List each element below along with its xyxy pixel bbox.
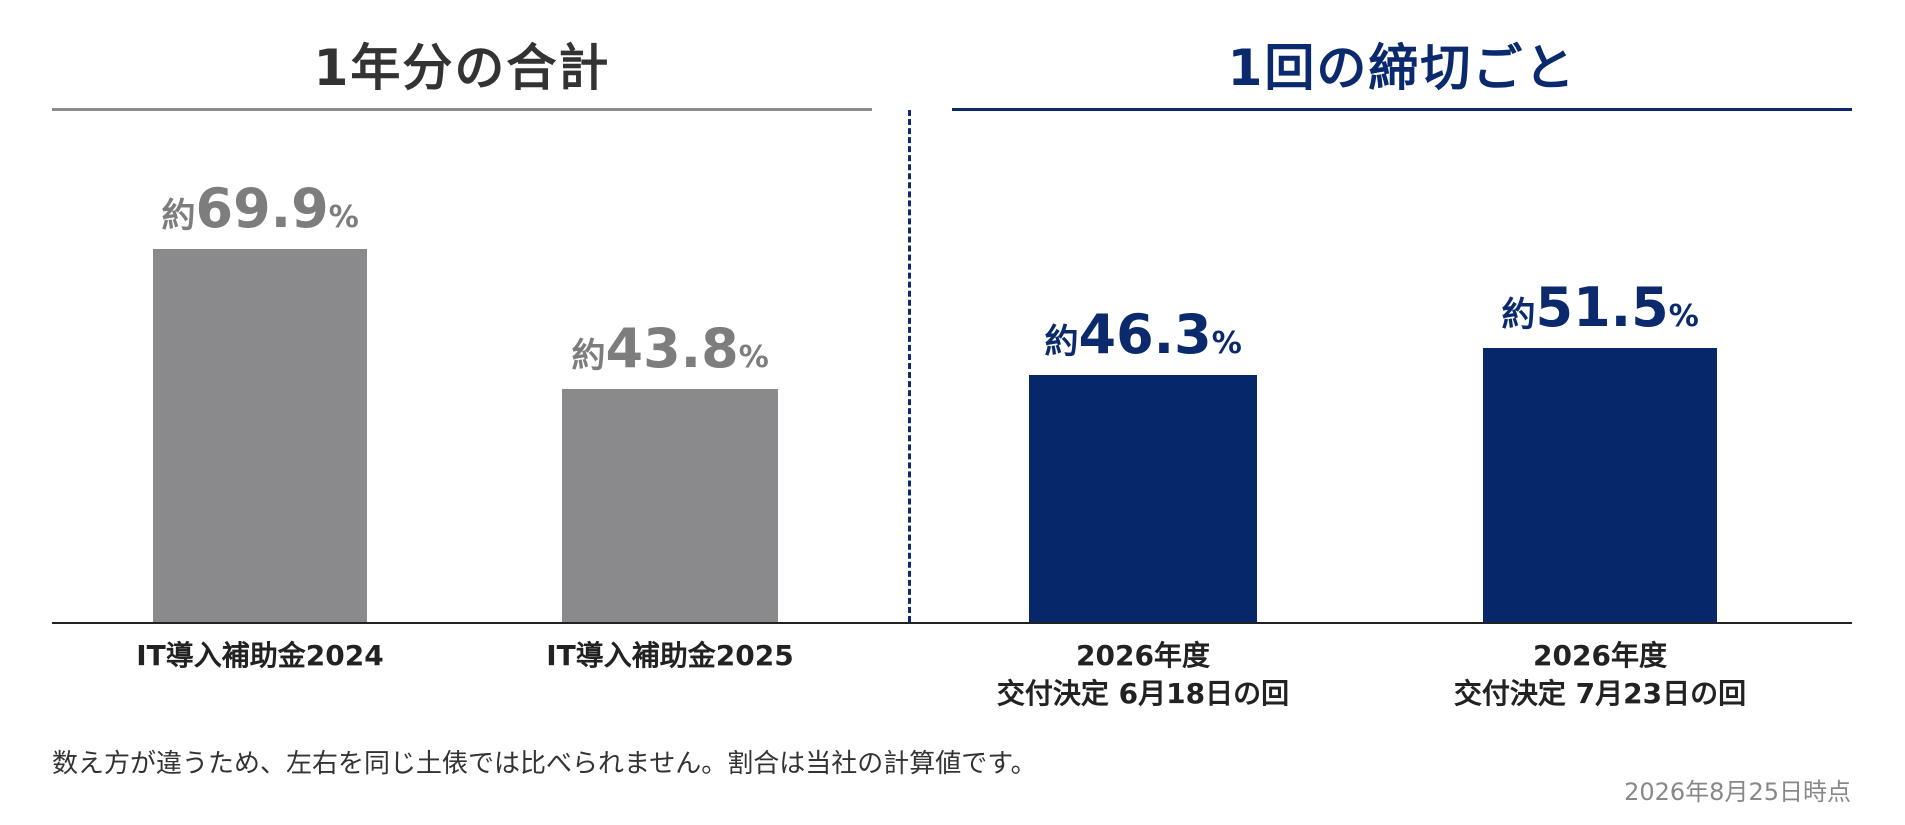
bar-value-suffix: % xyxy=(738,340,769,375)
bar-value-number: 51.5 xyxy=(1535,276,1669,339)
bar-value-number: 43.8 xyxy=(605,317,739,380)
category-label-3: 2026年度交付決定 6月18日の回 xyxy=(963,637,1323,713)
bar-value-label-2: 約43.8% xyxy=(572,317,769,380)
category-label-line: 交付決定 7月23日の回 xyxy=(1453,677,1747,710)
category-label-line: 2026年度 xyxy=(1076,639,1210,672)
category-label-line: IT導入補助金2024 xyxy=(136,639,384,672)
footnote: 数え方が違うため、左右を同じ土俵では比べられません。割合は当社の計算値です。 xyxy=(52,749,1037,779)
bar-4 xyxy=(1483,348,1717,622)
category-label-line: 2026年度 xyxy=(1533,639,1667,672)
category-label-line: 交付決定 6月18日の回 xyxy=(996,677,1290,710)
section-rule-per-deadline xyxy=(952,108,1852,111)
bar-value-number: 46.3 xyxy=(1078,303,1212,366)
as-of-date: 2026年8月25日時点 xyxy=(1624,778,1851,806)
bar-value-number: 69.9 xyxy=(195,177,329,240)
section-title-annual: 1年分の合計 xyxy=(313,39,611,97)
bar-2 xyxy=(562,389,778,622)
bar-value-prefix: 約 xyxy=(1501,295,1536,335)
bar-3 xyxy=(1029,375,1257,622)
section-rule-annual xyxy=(52,108,872,111)
bar-value-label-1: 約69.9% xyxy=(162,177,359,240)
bar-1 xyxy=(153,249,367,622)
category-label-1: IT導入補助金2024 xyxy=(80,637,440,675)
category-label-4: 2026年度交付決定 7月23日の回 xyxy=(1420,637,1780,713)
section-divider xyxy=(908,110,911,622)
bar-value-prefix: 約 xyxy=(571,336,606,376)
bar-value-suffix: % xyxy=(328,200,359,235)
category-label-line: IT導入補助金2025 xyxy=(546,639,794,672)
bar-value-prefix: 約 xyxy=(161,196,196,236)
bar-value-label-4: 約51.5% xyxy=(1502,276,1699,339)
bar-value-suffix: % xyxy=(1211,326,1242,361)
bar-value-suffix: % xyxy=(1668,299,1699,334)
bar-value-prefix: 約 xyxy=(1044,322,1079,362)
bar-value-label-3: 約46.3% xyxy=(1045,303,1242,366)
x-axis-baseline xyxy=(52,622,1852,624)
category-label-2: IT導入補助金2025 xyxy=(490,637,850,675)
section-title-per-deadline: 1回の締切ごと xyxy=(1227,39,1577,97)
